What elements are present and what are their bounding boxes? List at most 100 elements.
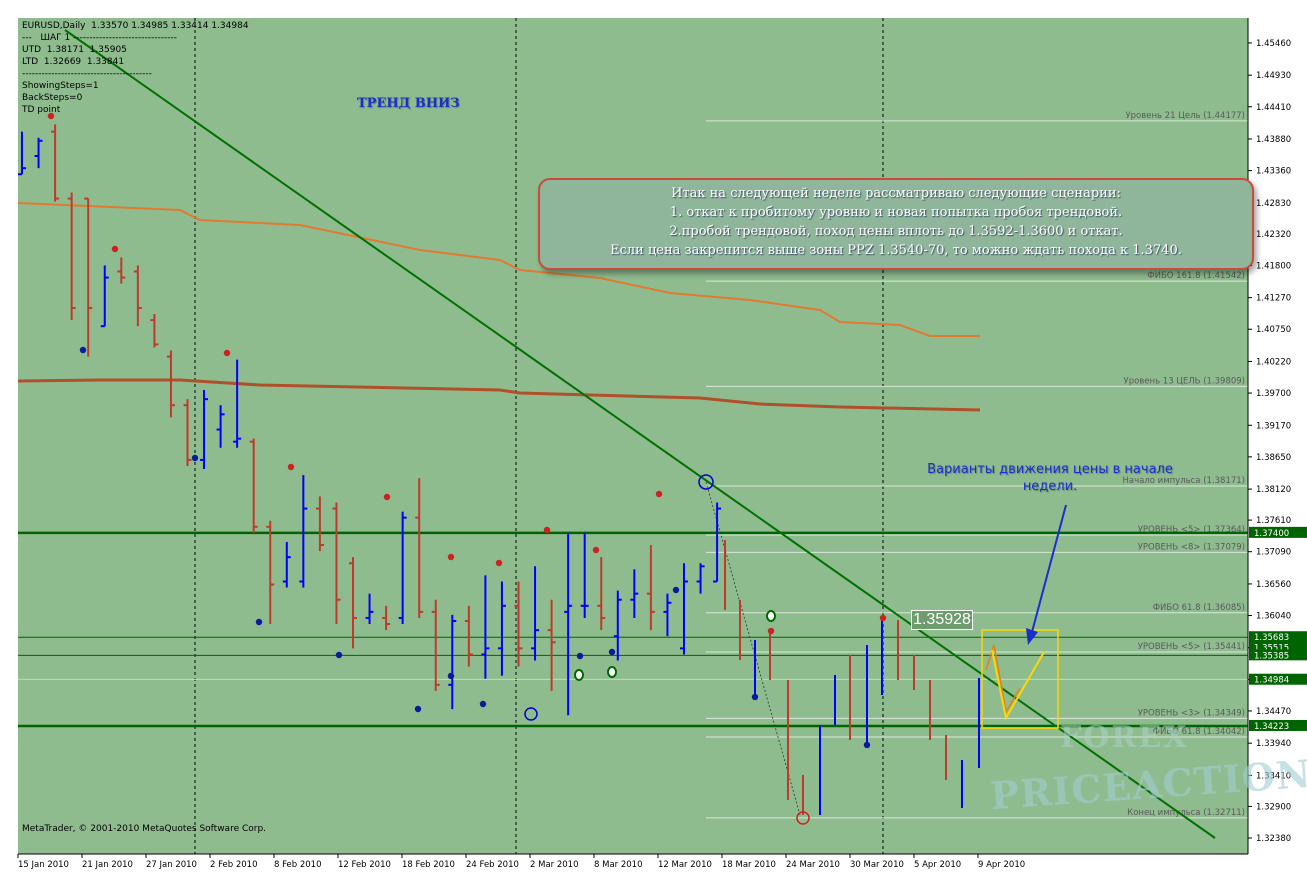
level-label: ФИБО 61.8 (1.34042) [1153,727,1245,737]
level-label: УРОВЕНЬ <5> (1.37364) [1138,525,1245,535]
y-tick-label: 1.33410 [1256,771,1291,781]
y-tick-label: 1.39700 [1256,389,1291,399]
info-line: EURUSD,Daily 1.33570 1.34985 1.33414 1.3… [22,21,249,31]
swing-circle [796,811,810,825]
x-axis: 15 Jan 2010 21 Jan 2010 27 Jan 2010 2 Feb 2… [17,853,1248,870]
variants-label: Варианты движения цены в начале недели. [905,461,1195,495]
plot-background [18,18,1248,854]
price-label-text: 1.34984 [1254,676,1289,686]
price-label-box [1249,649,1307,661]
price-label-text: 1.37400 [1254,529,1289,539]
td-high-marker [655,490,663,498]
td-high-marker [495,559,503,567]
scenario-path-orange [985,644,1021,715]
info-line: --- ШАГ 1 ------------------------------… [22,33,177,43]
note-line: Если цена закрепится выше зоны PPZ 1.354… [610,243,1182,258]
price-label-box [1249,526,1307,538]
y-tick-label: 1.37090 [1256,548,1291,558]
x-tick-label: 27 Jan 2010 [146,860,197,870]
level-label: УРОВЕНЬ <8> (1.37079) [1138,542,1245,552]
td-high-marker [592,546,600,554]
price-label-text: 1.35515 [1254,643,1289,653]
fractal-marker [766,610,776,622]
x-tick-label: 12 Mar 2010 [658,860,712,870]
td-high-marker [447,553,455,561]
y-tick-label: 1.38650 [1256,453,1291,463]
level-label: УРОВЕНЬ <3> (1.34349) [1138,708,1245,718]
trendline-layer [64,29,1216,839]
td-low-marker [447,672,455,680]
note-line: 2.пробой трендовой, поход цены вплоть до… [669,224,1123,239]
info-line: BackSteps=0 [22,93,83,103]
x-tick-label: 9 Apr 2010 [978,860,1025,870]
scenario-note: Итак на следующей неделе рассматриваю сл… [538,178,1254,270]
time-axis-background [0,854,1307,872]
td-low-marker [672,586,680,594]
y-tick-label: 1.40220 [1256,357,1291,367]
bars-layer [18,124,980,815]
x-tick-label: 24 Mar 2010 [786,860,840,870]
x-tick-label: 8 Mar 2010 [594,860,642,870]
td-high-marker [879,614,887,622]
td-low-marker [608,648,616,656]
x-tick-label: 2 Mar 2010 [530,860,578,870]
level-label: Уровень 21 Цель (1.44177) [1125,111,1245,121]
swing-circle [698,474,714,490]
x-tick-label: 18 Mar 2010 [722,860,776,870]
price-label-text: 1.34223 [1254,722,1289,732]
y-axis: 1.45460 1.44930 1.44410 1.43880 1.43360 1.428… [1247,18,1307,854]
x-tick-label: 24 Feb 2010 [466,860,519,870]
y-tick-label: 1.32900 [1256,802,1291,812]
x-tick-label: 30 Mar 2010 [850,860,904,870]
x-tick-label: 18 Feb 2010 [402,860,455,870]
fractal-marker [574,669,584,681]
note-line: 1. откат к пробитому уровню и новая попы… [669,205,1123,220]
td-low-marker [335,651,343,659]
level-label: Начало импульса (1.38171) [1123,476,1246,486]
y-tick-label: 1.32380 [1256,834,1291,844]
price-label-text: 1.35385 [1254,651,1289,661]
y-tick-label: 1.36560 [1256,580,1291,590]
info-line: LTD 1.32669 1.33841 [22,57,125,67]
td-high-marker [767,627,775,635]
td-low-marker [414,705,422,713]
downtrend-line [64,29,1216,839]
y-tick-label: 1.41800 [1256,261,1291,271]
note-line: Итак на следующей неделе рассматриваю сл… [671,186,1121,201]
scenario-box [981,629,1059,729]
copyright: MetaTrader, © 2001-2010 MetaQuotes Softw… [22,824,267,834]
td-high-marker [383,493,391,501]
y-tick-label: 1.44410 [1256,103,1291,113]
td-high-marker [47,112,55,120]
td-low-marker [479,700,487,708]
y-tick-label: 1.41270 [1256,294,1291,304]
info-line: TD point [22,105,61,115]
td-low-marker [255,618,263,626]
x-tick-label: 12 Feb 2010 [338,860,391,870]
td-high-marker [223,349,231,357]
info-line: UTD 1.38171 1.35905 [22,45,127,55]
y-tick-label: 1.44930 [1256,71,1291,81]
indicator-info: EURUSD,Daily 1.33570 1.34985 1.33414 1.3… [22,20,249,116]
x-tick-label: 2 Feb 2010 [210,860,258,870]
x-tick-label: 21 Jan 2010 [82,860,133,870]
price-label-box [1249,631,1307,643]
y-tick-label: 1.43360 [1256,167,1291,177]
info-line: ---------------------------------------- [22,69,152,79]
td-low-marker [79,346,87,354]
level-label: ФИБО 61.8 (1.36085) [1153,603,1245,613]
arrow-head [1026,628,1038,645]
td-high-marker [287,463,295,471]
impulse-dotted-line [705,481,801,816]
y-tick-label: 1.42320 [1256,230,1291,240]
level-label: ФИБО 161.8 (1.41542) [1147,271,1245,281]
y-tick-label: 1.43880 [1256,135,1291,145]
td-low-marker [751,693,759,701]
x-tick-label: 8 Feb 2010 [274,860,322,870]
watermark-logo: FOREX PRICEACTION [989,720,1307,840]
arrow-line [1031,504,1067,633]
grid-layer [194,18,884,854]
level-label: Уровень 13 ЦЕЛЬ (1.39809) [1124,376,1245,386]
x-tick-label: 15 Jan 2010 [18,860,69,870]
